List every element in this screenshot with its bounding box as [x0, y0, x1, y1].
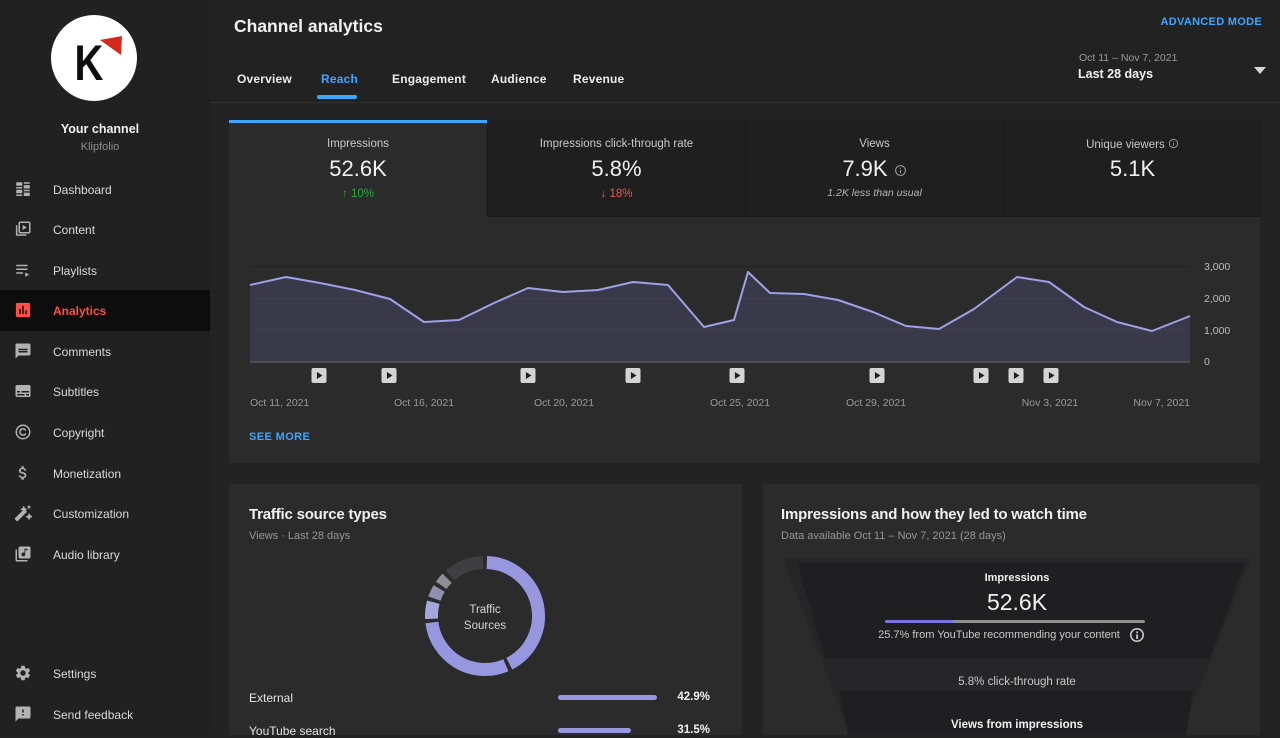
svg-text:Oct 29, 2021: Oct 29, 2021 [846, 397, 906, 409]
svg-text:2,000: 2,000 [1204, 293, 1230, 305]
svg-text:Oct 25, 2021: Oct 25, 2021 [710, 397, 770, 409]
svg-text:1,000: 1,000 [1204, 325, 1230, 337]
svg-text:Views from impressions: Views from impressions [951, 719, 1083, 731]
svg-text:25.7% from YouTube recommendin: 25.7% from YouTube recommending your con… [878, 629, 1120, 641]
svg-text:0: 0 [1204, 356, 1210, 368]
svg-text:Oct 20, 2021: Oct 20, 2021 [534, 397, 594, 409]
svg-text:3,000: 3,000 [1204, 261, 1230, 273]
svg-text:Nov 7, 2021: Nov 7, 2021 [1133, 397, 1190, 409]
svg-text:Nov 3, 2021: Nov 3, 2021 [1022, 397, 1079, 409]
svg-text:5.8% click-through rate: 5.8% click-through rate [958, 676, 1076, 688]
svg-text:Oct 16, 2021: Oct 16, 2021 [394, 397, 454, 409]
svg-text:52.6K: 52.6K [987, 589, 1048, 615]
svg-text:Impressions: Impressions [985, 572, 1050, 584]
svg-text:Oct 11, 2021: Oct 11, 2021 [250, 397, 310, 409]
